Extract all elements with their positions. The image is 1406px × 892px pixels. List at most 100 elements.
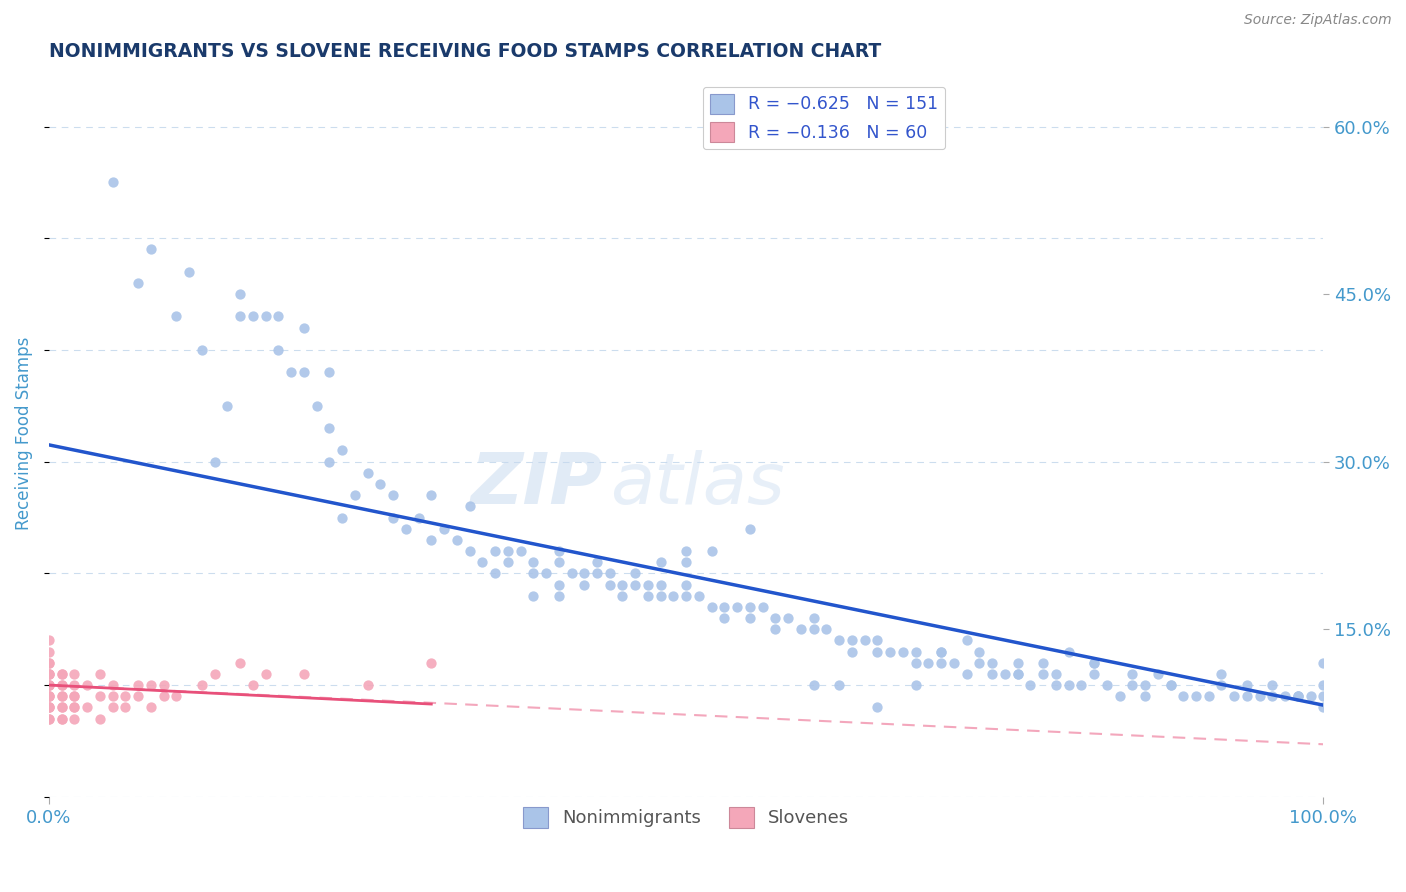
Text: NONIMMIGRANTS VS SLOVENE RECEIVING FOOD STAMPS CORRELATION CHART: NONIMMIGRANTS VS SLOVENE RECEIVING FOOD … [49,42,882,61]
Point [356,678,378,692]
Point [981,656,1004,670]
Point [101,690,124,704]
Point [688,589,710,603]
Point [815,622,838,636]
Point [254,666,277,681]
Point [547,555,569,569]
Point [1057,644,1080,658]
Point [420,533,443,547]
Point [267,343,290,357]
Point [509,544,531,558]
Point [152,678,174,692]
Point [522,555,544,569]
Point [38,690,60,704]
Point [292,666,315,681]
Point [929,656,952,670]
Point [1057,678,1080,692]
Point [574,566,596,581]
Point [356,466,378,480]
Point [471,555,494,569]
Point [38,690,60,704]
Point [38,712,60,726]
Point [1095,678,1118,692]
Point [1070,678,1092,692]
Point [891,644,914,658]
Point [318,421,340,435]
Point [420,488,443,502]
Point [803,611,825,625]
Point [370,477,392,491]
Point [917,656,939,670]
Point [929,644,952,658]
Point [574,577,596,591]
Point [330,443,353,458]
Point [1185,690,1208,704]
Point [751,599,773,614]
Point [713,599,735,614]
Point [1007,656,1029,670]
Point [700,599,723,614]
Point [650,555,672,569]
Point [1108,690,1130,704]
Point [1236,678,1258,692]
Point [828,633,851,648]
Point [586,555,609,569]
Point [955,633,977,648]
Point [803,678,825,692]
Point [242,310,264,324]
Point [675,577,697,591]
Point [803,622,825,636]
Point [152,690,174,704]
Point [51,666,73,681]
Point [51,700,73,714]
Point [675,544,697,558]
Point [51,712,73,726]
Point [765,622,787,636]
Point [1032,666,1054,681]
Point [38,656,60,670]
Point [420,656,443,670]
Point [89,712,111,726]
Point [612,577,634,591]
Point [51,666,73,681]
Point [738,611,761,625]
Point [292,365,315,379]
Point [242,678,264,692]
Point [1261,678,1284,692]
Point [204,455,226,469]
Point [866,644,889,658]
Point [1007,666,1029,681]
Point [165,310,187,324]
Point [217,399,239,413]
Point [650,577,672,591]
Point [1312,656,1334,670]
Point [101,175,124,189]
Point [1173,690,1195,704]
Point [1312,700,1334,714]
Point [51,678,73,692]
Point [229,310,252,324]
Point [114,700,136,714]
Point [191,343,214,357]
Point [458,500,481,514]
Point [1032,656,1054,670]
Point [254,310,277,324]
Point [713,611,735,625]
Point [343,488,366,502]
Point [204,666,226,681]
Point [765,611,787,625]
Point [63,700,86,714]
Point [318,455,340,469]
Point [458,544,481,558]
Point [229,656,252,670]
Point [76,678,98,692]
Point [1121,666,1143,681]
Point [1133,690,1156,704]
Point [51,712,73,726]
Point [725,599,748,614]
Point [63,712,86,726]
Point [165,690,187,704]
Point [929,644,952,658]
Point [446,533,468,547]
Point [1045,678,1067,692]
